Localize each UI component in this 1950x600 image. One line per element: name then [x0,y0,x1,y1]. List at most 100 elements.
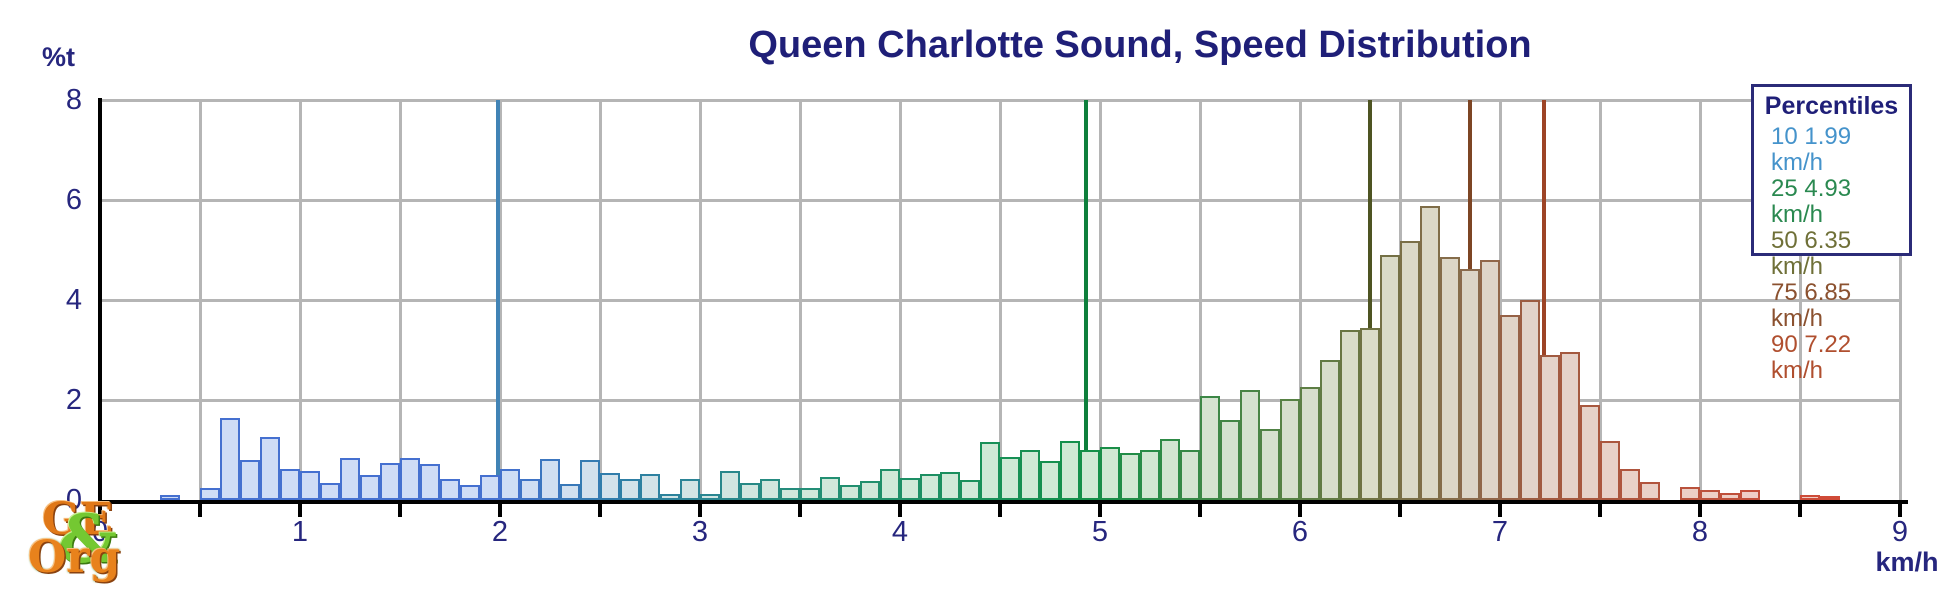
v-gridline [1098,100,1102,500]
histogram-bar [820,476,840,500]
x-tick-mark [498,504,502,517]
y-tick-label: 0 [65,484,82,516]
legend-row-p10: 10 1.99 km/h [1771,123,1852,176]
histogram-bar [760,479,780,500]
v-gridline [498,100,502,500]
x-tick-mark [1298,504,1302,517]
x-tick-mark [1498,504,1502,517]
histogram-bar [1480,259,1500,500]
histogram-bar [780,487,800,500]
histogram-bar [520,479,540,500]
x-tick-mark [1198,504,1202,517]
histogram-bar [740,482,760,500]
v-gridline [1298,100,1302,500]
histogram-bar [440,479,460,500]
v-gridline [1898,100,1902,500]
histogram-bar [880,468,900,500]
histogram-bar [660,493,680,500]
histogram-bar [1700,489,1720,500]
histogram-bar [620,479,640,500]
y-axis-line [98,98,102,504]
v-gridline [798,100,802,500]
histogram-bar [380,462,400,500]
x-tick-mark [1698,504,1702,517]
histogram-bar [1800,495,1820,500]
x-tick-label: 2 [491,516,509,548]
histogram-bar [420,463,440,500]
histogram-bar [840,484,860,500]
x-tick-mark [1798,504,1802,517]
percentile-line-p90 [1542,100,1546,500]
histogram-bar [1100,446,1120,500]
histogram-bar [560,483,580,500]
x-tick-mark [898,504,902,517]
x-tick-label: 3 [691,516,709,548]
percentile-line-p10 [496,100,500,500]
histogram-bar [480,474,500,500]
x-tick-label: 6 [1291,516,1309,548]
x-tick-mark [298,504,302,517]
histogram-bar [1280,398,1300,500]
x-tick-label: 7 [1491,516,1509,548]
v-gridline [1698,100,1702,500]
histogram-bar [1740,490,1760,500]
histogram-bar [920,473,940,500]
histogram-bar [1620,468,1640,500]
histogram-bar [900,477,920,500]
percentiles-legend: Percentiles 10 1.99 km/h 25 4.93 km/h 50 6… [1751,84,1912,384]
histogram-bar [1460,268,1480,500]
histogram-bar [1400,241,1420,500]
logo-text-top: GE [42,494,114,545]
x-tick-label: 9 [1891,516,1909,548]
y-tick-label: 6 [65,184,82,216]
percentile-line-p50 [1368,100,1372,500]
v-gridline [298,100,302,500]
chart-title: Queen Charlotte Sound, Speed Distributio… [748,24,1532,66]
histogram-bar [960,480,980,500]
histogram-bar [1540,355,1560,500]
histogram-bar [860,481,880,500]
histogram-bar [640,473,660,500]
histogram-bar [1020,449,1040,500]
histogram-bar [1120,452,1140,500]
histogram-bar [580,460,600,500]
histogram-bar [240,460,260,500]
x-axis-unit-label: km/h [1875,547,1939,577]
legend-row-p90: 90 7.22 km/h [1771,331,1852,384]
histogram-bar [980,441,1000,500]
x-tick-mark [998,504,1002,517]
histogram-bar [1160,438,1180,500]
histogram-bar [160,495,180,500]
histogram-bar [720,471,740,500]
x-tick-mark [1598,504,1602,517]
histogram-bar [1520,300,1540,500]
histogram-bar [1720,493,1740,500]
v-gridline [898,100,902,500]
histogram-bar [1260,428,1280,500]
histogram-bar [940,471,960,500]
x-tick-mark [1898,504,1902,517]
histogram-bar [460,485,480,500]
x-tick-mark [1098,504,1102,517]
histogram-bar [200,487,220,500]
histogram-bar [320,482,340,500]
v-gridline [1598,100,1602,500]
histogram-bar [1580,405,1600,500]
x-tick-label: 8 [1691,516,1709,548]
v-gridline [1498,100,1502,500]
histogram-bar [1300,387,1320,500]
histogram-bar [1180,449,1200,500]
histogram-bar [400,457,420,500]
legend-rows: 10 1.99 km/h 25 4.93 km/h 50 6.35 km/h 75 6… [1754,124,1909,384]
ge-org-logo: & GE Org [28,494,138,598]
histogram-bar [1820,496,1840,500]
histogram-bar [1420,205,1440,500]
histogram-bar [1200,395,1220,500]
v-gridline [698,100,702,500]
v-gridline [1798,100,1802,500]
histogram-bar [1500,314,1520,500]
histogram-bar [1360,327,1380,500]
histogram-bar [800,487,820,500]
y-tick-label: 4 [65,284,82,316]
